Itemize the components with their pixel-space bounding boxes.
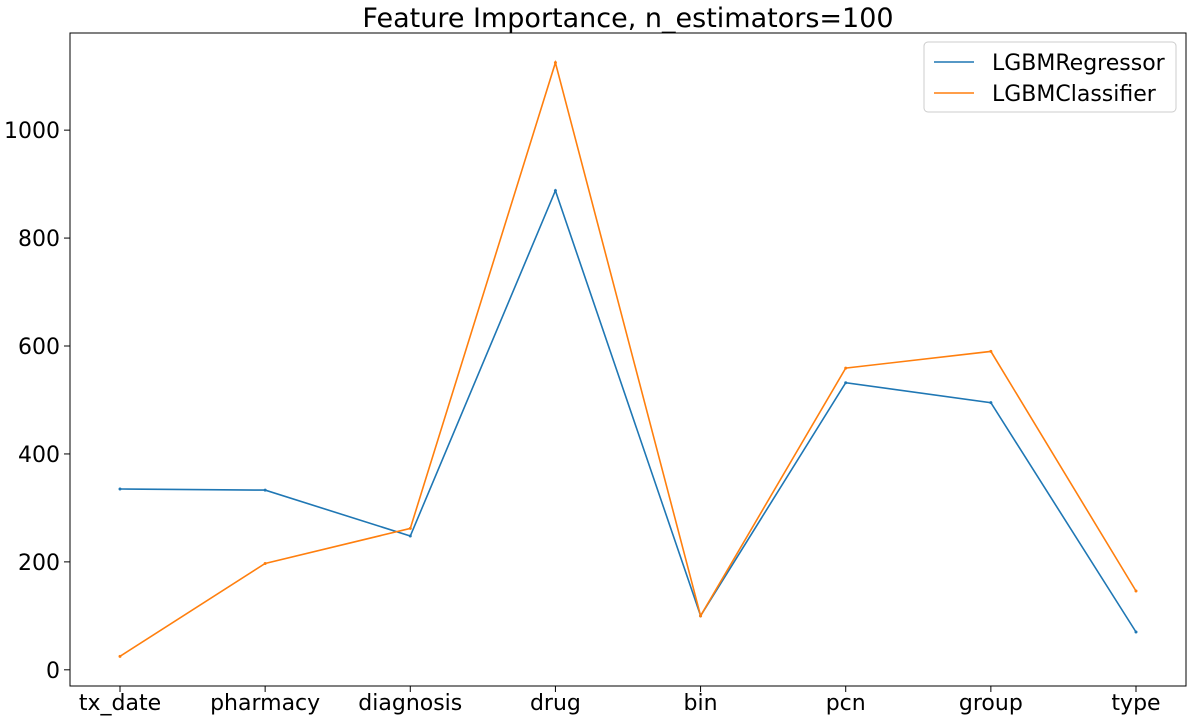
- x-axis: tx_date pharmacy diagnosis drug bin pcn group t…: [79, 686, 1161, 716]
- x-tick-label: bin: [684, 691, 718, 716]
- x-tick-label: type: [1111, 691, 1160, 716]
- x-tick-label: group: [959, 691, 1023, 716]
- data-point-lgbmclassifier: [408, 526, 412, 530]
- chart-title: Feature Importance, n_estimators=100: [362, 3, 893, 34]
- legend-label: LGBMRegressor: [992, 51, 1166, 76]
- data-point-lgbmclassifier: [118, 654, 122, 658]
- y-axis: 0 200 400 600 800 1000: [4, 119, 70, 684]
- y-tick-label: 400: [18, 443, 60, 468]
- data-point-lgbmclassifier: [263, 561, 267, 565]
- data-point-lgbmclassifier: [1134, 589, 1138, 593]
- plot-area: [69, 32, 1187, 687]
- x-tick-label: pharmacy: [210, 691, 320, 716]
- y-tick-label: 200: [18, 551, 60, 576]
- x-tick-label: pcn: [826, 691, 866, 716]
- plot-frame: [69, 32, 1187, 687]
- data-point-lgbmregressor: [553, 189, 557, 193]
- data-point-lgbmregressor: [989, 401, 993, 405]
- data-point-lgbmregressor: [263, 488, 267, 492]
- data-point-lgbmclassifier: [553, 61, 557, 65]
- y-tick-label: 600: [18, 335, 60, 360]
- data-point-lgbmregressor: [408, 534, 412, 538]
- y-tick-label: 800: [18, 227, 60, 252]
- series-line-lgbmregressor: [119, 188, 1137, 633]
- legend-box: [923, 41, 1177, 113]
- x-tick-label: tx_date: [79, 691, 161, 716]
- data-point-lgbmclassifier: [989, 349, 993, 353]
- data-point-lgbmclassifier: [844, 366, 848, 370]
- legend: LGBMRegressor LGBMClassifier: [923, 41, 1177, 113]
- data-point-lgbmregressor: [844, 381, 848, 385]
- y-tick-label: 1000: [4, 119, 60, 144]
- data-point-lgbmregressor: [118, 487, 122, 491]
- series-line-lgbmclassifier: [119, 59, 1137, 657]
- legend-label: LGBMClassifier: [992, 82, 1157, 107]
- data-point-lgbmregressor: [1134, 630, 1138, 634]
- series-layer: [118, 59, 1138, 658]
- y-tick-label: 0: [46, 659, 60, 684]
- x-tick-label: drug: [530, 691, 581, 716]
- data-point-lgbmclassifier: [699, 614, 703, 618]
- x-tick-label: diagnosis: [358, 691, 462, 716]
